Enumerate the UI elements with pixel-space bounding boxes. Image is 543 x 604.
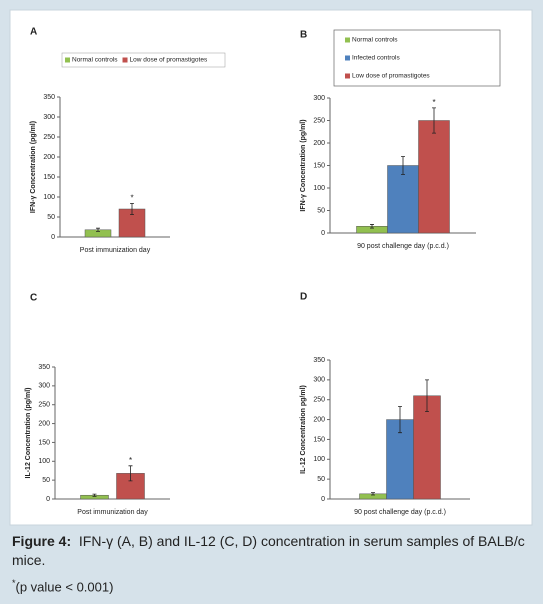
bar <box>387 165 419 234</box>
error-bar <box>371 492 375 496</box>
figure: A 0 50 100 150 200 250 300 350 IFN-γ Concentratio… <box>9 9 533 526</box>
y-tick-label: 200 <box>313 416 325 423</box>
y-tick-label: 150 <box>43 174 55 181</box>
note-text: (p value < 0.001) <box>15 579 114 595</box>
y-tick-label: 0 <box>321 496 325 503</box>
caption-text: IFN-γ (A, B) and IL-12 (C, D) concentrat… <box>12 533 525 568</box>
bar <box>418 120 450 234</box>
y-tick-label: 200 <box>38 420 50 427</box>
y-tick-label: 0 <box>321 230 325 237</box>
y-tick-label: 350 <box>38 364 50 371</box>
y-tick-label: 150 <box>38 439 50 446</box>
legend-box <box>333 29 501 87</box>
legend-label: Low dose of promastigotes <box>352 73 430 80</box>
significance-mark: * <box>432 98 435 107</box>
panel-label: A <box>30 27 37 38</box>
y-tick-label: 250 <box>43 134 55 141</box>
legend-label: Low dose of promastigotes <box>130 57 208 64</box>
error-bar <box>432 107 436 134</box>
panel-label: B <box>300 30 307 41</box>
legend-label: Normal controls <box>72 57 118 64</box>
error-bar <box>130 203 134 215</box>
caption: Figure 4: IFN-γ (A, B) and IL-12 (C, D) … <box>12 532 527 570</box>
legend-swatch <box>122 57 128 63</box>
y-tick-label: 300 <box>38 383 50 390</box>
error-bar <box>370 224 374 229</box>
y-tick-label: 300 <box>313 95 325 102</box>
error-bar <box>96 227 100 232</box>
legend-label: Normal controls <box>352 37 398 44</box>
figure-panel <box>9 9 533 526</box>
panel-label: D <box>300 292 307 303</box>
significance-mark: * <box>130 194 133 203</box>
y-tick-label: 250 <box>38 402 50 409</box>
y-tick-label: 50 <box>317 476 325 483</box>
x-tick-label: Post immunization day <box>77 509 148 516</box>
y-axis-label: IFN-γ Concentration (pg/ml) <box>30 121 37 213</box>
x-tick-label: 90 post challenge day (p.c.d.) <box>357 243 449 250</box>
error-bar <box>425 379 429 413</box>
error-bar <box>128 465 133 482</box>
y-tick-label: 100 <box>38 458 50 465</box>
y-tick-label: 150 <box>313 162 325 169</box>
error-bar <box>401 156 405 175</box>
bar <box>413 395 441 500</box>
y-tick-label: 250 <box>313 117 325 124</box>
legend-swatch <box>345 55 350 61</box>
error-bar <box>398 406 402 434</box>
y-axis-label: IL-12 Concentration pg/ml) <box>300 385 307 474</box>
y-tick-label: 250 <box>313 397 325 404</box>
y-tick-label: 50 <box>42 477 50 484</box>
legend-box <box>61 52 226 68</box>
error-bar <box>92 493 97 497</box>
legend-swatch <box>65 57 70 63</box>
y-tick-label: 200 <box>43 154 55 161</box>
legend-swatch <box>345 37 350 43</box>
panel-label: C <box>30 293 37 304</box>
y-tick-label: 0 <box>51 234 55 241</box>
note-mark: * <box>12 578 16 588</box>
y-tick-label: 350 <box>313 357 325 364</box>
y-tick-label: 350 <box>43 94 55 101</box>
y-tick-label: 100 <box>43 194 55 201</box>
x-tick-label: 90 post challenge day (p.c.d.) <box>354 509 446 516</box>
y-tick-label: 300 <box>313 377 325 384</box>
y-tick-label: 100 <box>313 456 325 463</box>
caption-note: *(p value < 0.001) <box>12 578 113 594</box>
y-tick-label: 50 <box>47 214 55 221</box>
y-tick-label: 50 <box>317 207 325 214</box>
y-tick-label: 0 <box>46 496 50 503</box>
x-tick-label: Post immunization day <box>80 247 151 254</box>
y-tick-label: 150 <box>313 436 325 443</box>
y-axis-label: IFN-γ Concentration (pg/ml) <box>300 119 307 211</box>
y-tick-label: 200 <box>313 140 325 147</box>
significance-mark: * <box>129 456 132 465</box>
y-axis-label: IL-12 Concentration (pg/ml) <box>25 388 32 479</box>
legend-swatch <box>345 73 350 79</box>
legend-label: Infected controls <box>352 55 400 62</box>
y-tick-label: 100 <box>313 185 325 192</box>
caption-label: Figure 4: <box>12 533 72 549</box>
y-tick-label: 300 <box>43 114 55 121</box>
